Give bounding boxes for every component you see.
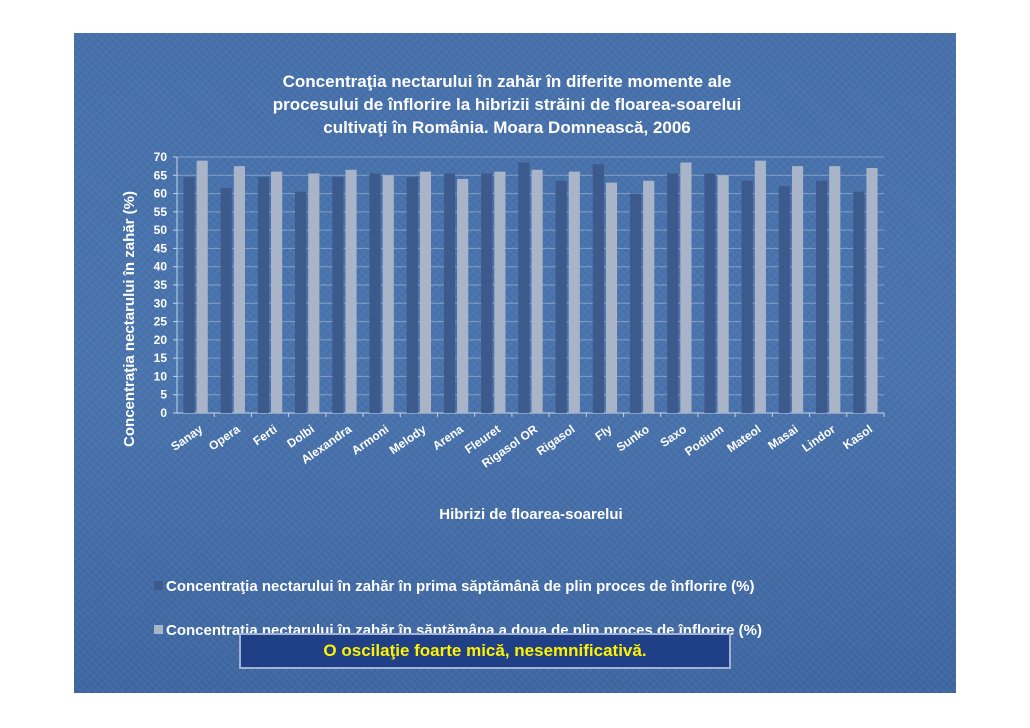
- bar-series-2-arena: [457, 178, 469, 413]
- bar-chart: Concentraţia nectarului în zahăr în dife…: [121, 72, 885, 523]
- bar-series-2-lindor: [829, 166, 841, 413]
- y-tick-label: 50: [154, 223, 168, 237]
- bar-series-2-saxo: [680, 162, 692, 413]
- y-tick-label: 20: [154, 333, 168, 347]
- bar-series-1-melody: [406, 177, 418, 413]
- bar-series-1-rigasol-or: [518, 162, 530, 413]
- x-tick-label: Kasol: [840, 422, 875, 452]
- legend-label-series-1: Concentraţia nectarului în zahăr în prim…: [166, 578, 755, 595]
- bar-series-2-fleuret: [494, 171, 506, 413]
- y-tick-label: 5: [160, 388, 167, 402]
- bar-series-2-melody: [419, 171, 432, 413]
- x-tick-label: Rigasol: [534, 422, 578, 458]
- conclusion-note-text: O oscilaţie foarte mică, nesemnificativă…: [323, 641, 647, 660]
- x-tick-label: Sanay: [168, 422, 205, 454]
- y-tick-label: 45: [154, 241, 168, 255]
- bar-series-1-ferti: [257, 177, 270, 413]
- x-tick-label: Armoni: [349, 422, 391, 458]
- x-tick-label: Mateol: [724, 422, 763, 455]
- y-tick-label: 55: [154, 205, 168, 219]
- x-tick-label: Masai: [765, 422, 800, 453]
- x-tick-label: Opera: [206, 422, 243, 454]
- slide-background: Concentraţia nectarului în zahăr în dife…: [74, 33, 956, 693]
- x-tick-label: Arena: [430, 422, 466, 453]
- bar-series-1-arena: [443, 173, 456, 413]
- bar-series-1-dolbi: [295, 191, 307, 413]
- y-tick-label: 40: [154, 260, 168, 274]
- y-tick-label: 25: [154, 315, 168, 329]
- bar-series-2-podium: [717, 175, 729, 413]
- x-tick-label: Podium: [682, 422, 726, 459]
- bar-series-1-lindor: [816, 180, 828, 413]
- bar-series-1-kasol: [853, 191, 865, 413]
- bar-series-2-rigasol: [568, 171, 580, 413]
- y-tick-label: 0: [160, 406, 167, 420]
- x-tick-label: Melody: [387, 422, 429, 457]
- bar-series-2-alexandra: [345, 169, 357, 413]
- x-tick-label: Fly: [592, 422, 614, 444]
- x-axis-title: Hibrizi de floarea-soarelui: [439, 506, 622, 523]
- bar-series-1-mateol: [741, 180, 753, 413]
- bar-series-1-opera: [220, 188, 232, 413]
- bar-series-2-ferti: [271, 171, 283, 413]
- bar-series-2-masai: [791, 166, 804, 413]
- bar-series-2-sanay: [196, 160, 208, 413]
- bar-series-2-rigasol-or: [531, 169, 543, 413]
- bar-series-1-podium: [704, 173, 716, 413]
- bar-series-2-armoni: [382, 175, 394, 413]
- x-tick-label: Lindor: [799, 422, 838, 455]
- bar-series-2-opera: [233, 166, 245, 413]
- bar-series-1-sunko: [629, 193, 642, 413]
- bar-series-2-sunko: [643, 180, 655, 413]
- y-axis-title: Concentraţia nectarului în zahăr (%): [121, 191, 138, 447]
- y-tick-label: 70: [154, 150, 168, 164]
- bar-series-1-fly: [592, 164, 604, 413]
- bar-series-2-mateol: [754, 160, 766, 413]
- bar-series-1-saxo: [667, 173, 679, 413]
- chart-title-line-1: Concentraţia nectarului în zahăr în dife…: [283, 72, 732, 91]
- bar-series-1-armoni: [369, 173, 381, 413]
- bar-series-1-sanay: [183, 177, 195, 413]
- legend-swatch-series-1: [154, 581, 163, 590]
- bar-series-2-fly: [605, 182, 618, 413]
- bar-series-2-dolbi: [308, 173, 320, 413]
- bar-series-1-alexandra: [332, 177, 344, 413]
- bar-series-1-rigasol: [555, 180, 567, 413]
- y-tick-label: 60: [154, 187, 168, 201]
- bar-series-2-kasol: [866, 167, 878, 413]
- legend-swatch-series-2: [154, 625, 163, 634]
- y-tick-label: 35: [154, 278, 168, 292]
- legend-item-series-1: Concentraţia nectarului în zahăr în prim…: [154, 577, 874, 597]
- chart-title-line-3: cultivaţi în România. Moara Domnească, 2…: [323, 118, 691, 137]
- y-tick-label: 30: [154, 296, 168, 310]
- bar-series-1-masai: [778, 186, 790, 413]
- y-tick-label: 15: [154, 351, 168, 365]
- x-tick-label: Sunko: [614, 422, 652, 455]
- x-tick-label: Ferti: [250, 422, 279, 448]
- y-tick-label: 10: [154, 369, 168, 383]
- bar-series-1-fleuret: [481, 173, 493, 413]
- y-tick-label: 65: [154, 168, 168, 182]
- chart-title-line-2: procesului de înflorire la hibrizii stră…: [273, 95, 742, 114]
- conclusion-note: O oscilaţie foarte mică, nesemnificativă…: [239, 633, 731, 669]
